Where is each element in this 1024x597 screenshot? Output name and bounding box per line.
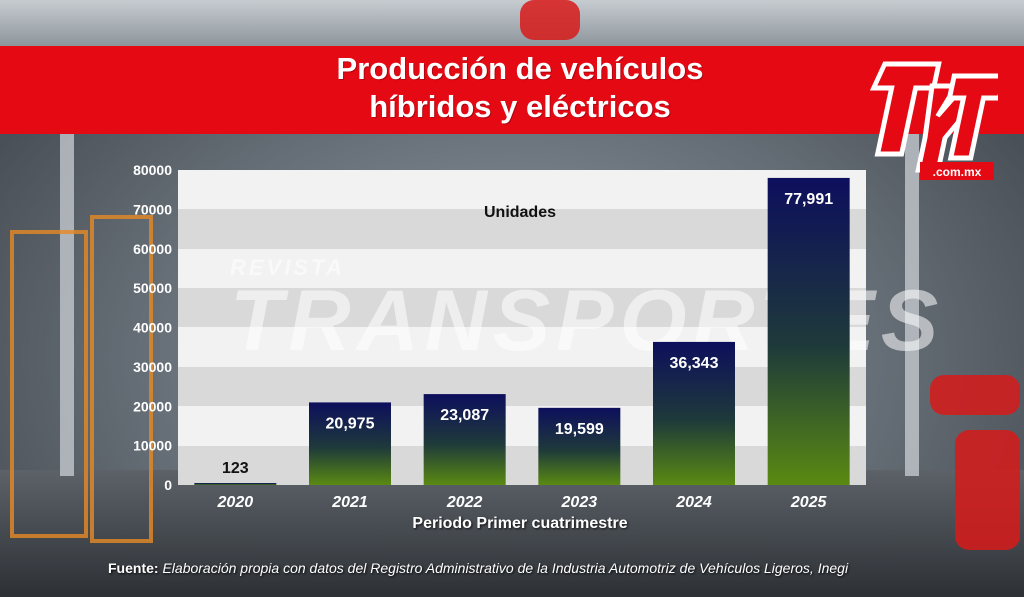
bar-2020	[194, 483, 277, 485]
bar-2022	[423, 394, 506, 485]
robot-arm	[955, 430, 1020, 550]
bar-2021	[309, 402, 391, 485]
y-tick-label: 80000	[133, 162, 172, 178]
bar-value-label: 19,599	[555, 421, 604, 438]
robot-arm	[520, 0, 580, 40]
y-tick-label: 70000	[133, 201, 172, 217]
grid-band	[178, 445, 866, 485]
bar-value-label: 36,343	[670, 355, 719, 372]
x-axis: 2020 2021 2022 2023 2024 2025	[217, 494, 828, 511]
bar-2025	[767, 177, 850, 485]
x-tick-label: 2023	[561, 494, 598, 511]
source-text: Elaboración propia con datos del Registr…	[162, 560, 849, 576]
y-tick-label: 40000	[133, 320, 172, 336]
series-label: Unidades	[483, 204, 556, 221]
bar-value-label: 20,975	[326, 415, 375, 432]
x-tick-label: 2022	[446, 494, 483, 511]
factory-pillar	[905, 46, 919, 476]
safety-cage	[10, 230, 88, 538]
logo-domain: .com.mx	[933, 165, 982, 179]
factory-pillar	[60, 46, 74, 476]
bar-value-label: 123	[222, 460, 249, 477]
grid-band	[178, 288, 866, 328]
grid-band	[178, 209, 866, 249]
bar-series: 123 20,975 23,087 19,599 36,343 77,991	[194, 177, 850, 485]
bar-2023	[538, 407, 621, 485]
source-note: Fuente: Elaboración propia con datos del…	[108, 560, 928, 576]
plot-area	[178, 170, 866, 485]
x-tick-label: 2025	[790, 494, 828, 511]
page-title: Producción de vehículos híbridos y eléct…	[260, 50, 780, 126]
robot-arm	[930, 375, 1020, 415]
tyt-logo-icon: .com.mx	[869, 61, 998, 180]
y-tick-label: 20000	[133, 398, 172, 414]
title-line-2: híbridos y eléctricos	[369, 89, 671, 124]
y-tick-label: 0	[164, 477, 172, 493]
grid-band	[178, 366, 866, 407]
title-line-1: Producción de vehículos	[336, 51, 704, 86]
factory-ceiling	[0, 0, 1024, 46]
y-tick-label: 30000	[133, 359, 172, 375]
factory-floor	[0, 470, 1024, 597]
bar-value-label: 77,991	[784, 191, 833, 208]
safety-cage	[90, 215, 153, 543]
source-label: Fuente:	[108, 560, 159, 576]
x-axis-title: Periodo Primer cuatrimestre	[412, 515, 628, 532]
x-tick-label: 2024	[675, 494, 712, 511]
y-tick-label: 10000	[133, 438, 172, 454]
x-tick-label: 2021	[331, 494, 368, 511]
y-tick-label: 60000	[133, 241, 172, 257]
bar-value-label: 23,087	[440, 407, 489, 424]
y-axis: 0 10000 20000 30000 40000 50000 60000 70000 8000…	[133, 162, 172, 493]
title-banner	[0, 46, 1024, 134]
y-tick-label: 50000	[133, 280, 172, 296]
bar-2024	[653, 341, 735, 485]
x-tick-label: 2020	[217, 494, 254, 511]
